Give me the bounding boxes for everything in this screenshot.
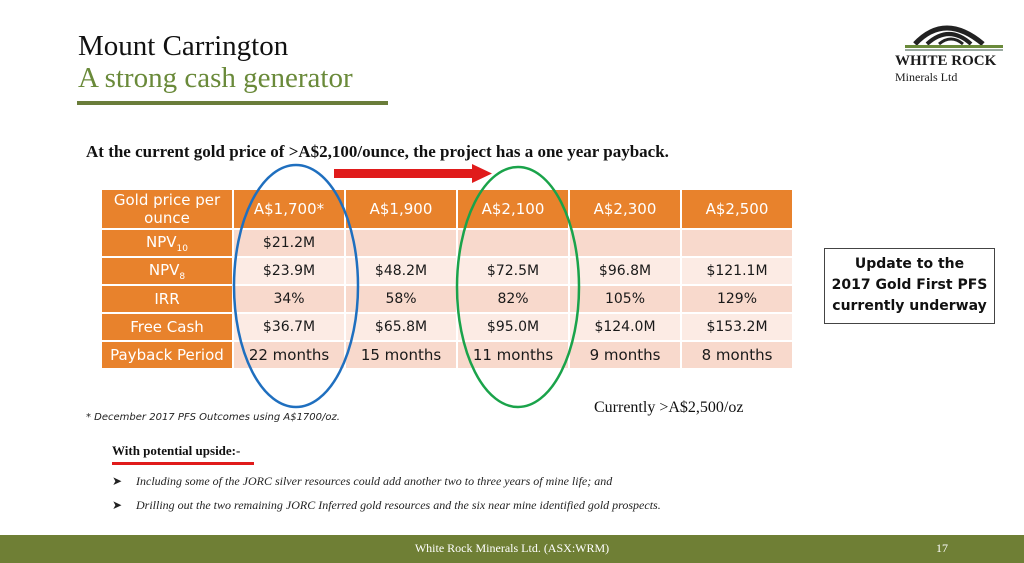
- table-row: Free Cash $36.7M $65.8M $95.0M $124.0M $…: [100, 312, 794, 342]
- update-line: 2017 Gold First PFS: [831, 277, 988, 293]
- table-cell: 22 months: [232, 340, 346, 370]
- table-cell: 9 months: [568, 340, 682, 370]
- table-cell: $153.2M: [680, 312, 794, 342]
- table-header-row: Gold price per ounce A$1,700* A$1,900 A$…: [100, 188, 794, 230]
- column-header: A$2,500: [680, 188, 794, 230]
- row-label: NPV8: [100, 256, 234, 286]
- column-header: A$1,700*: [232, 188, 346, 230]
- table-cell: $124.0M: [568, 312, 682, 342]
- upside-underline: [112, 462, 254, 465]
- update-line: currently underway: [832, 298, 987, 314]
- current-price-note: Currently >A$2,500/oz: [594, 399, 744, 416]
- logo-name: WHITE ROCK: [895, 53, 997, 69]
- table-cell: 129%: [680, 284, 794, 314]
- table-cell: [568, 228, 682, 258]
- table-cell: $65.8M: [344, 312, 458, 342]
- table-cell: 15 months: [344, 340, 458, 370]
- upside-heading: With potential upside:-: [112, 443, 241, 458]
- footer-bar: White Rock Minerals Ltd. (ASX:WRM) 17: [0, 535, 1024, 563]
- table-cell: $96.8M: [568, 256, 682, 286]
- table-cell: 34%: [232, 284, 346, 314]
- title-underline: [77, 101, 388, 105]
- update-line: Update to the: [854, 256, 965, 272]
- update-box: Update to the 2017 Gold First PFS curren…: [824, 248, 995, 324]
- row-label: Payback Period: [100, 340, 234, 370]
- table-cell: $121.1M: [680, 256, 794, 286]
- red-arrow-icon: [334, 164, 492, 183]
- table-row: IRR 34% 58% 82% 105% 129%: [100, 284, 794, 314]
- table-cell: 11 months: [456, 340, 570, 370]
- table-cell: $23.9M: [232, 256, 346, 286]
- table-cell: 58%: [344, 284, 458, 314]
- table-cell: $36.7M: [232, 312, 346, 342]
- column-header: A$2,100: [456, 188, 570, 230]
- table-cell: [456, 228, 570, 258]
- table-row: Payback Period 22 months 15 months 11 mo…: [100, 340, 794, 370]
- company-logo: WHITE ROCK Minerals Ltd: [893, 18, 1003, 88]
- table-cell: $48.2M: [344, 256, 458, 286]
- row-label: IRR: [100, 284, 234, 314]
- bullet-item: ➤ Drilling out the two remaining JORC Inf…: [112, 498, 661, 513]
- row-label: NPV10: [100, 228, 234, 258]
- footer-text: White Rock Minerals Ltd. (ASX:WRM): [414, 541, 610, 555]
- column-header: A$1,900: [344, 188, 458, 230]
- table-cell: $95.0M: [456, 312, 570, 342]
- arrow-bullet-icon: ➤: [112, 498, 123, 512]
- arrow-bullet-icon: ➤: [112, 474, 123, 488]
- table-cell: $72.5M: [456, 256, 570, 286]
- logo-sub: Minerals Ltd: [895, 70, 958, 84]
- page-number: 17: [936, 541, 948, 555]
- mountain-logo-icon: [905, 25, 1003, 51]
- table-cell: $21.2M: [232, 228, 346, 258]
- bullet-text: Drilling out the two remaining JORC Infe…: [136, 498, 661, 512]
- bullet-item: ➤ Including some of the JORC silver resou…: [112, 474, 612, 489]
- table-cell: 105%: [568, 284, 682, 314]
- table-row: NPV10 $21.2M: [100, 228, 794, 258]
- slide-title: Mount Carrington: [78, 30, 289, 62]
- column-header: A$2,300: [568, 188, 682, 230]
- row-label: Free Cash: [100, 312, 234, 342]
- table-cell: 82%: [456, 284, 570, 314]
- financial-table: Gold price per ounce A$1,700* A$1,900 A$…: [100, 188, 794, 370]
- table-corner-cell: Gold price per ounce: [100, 188, 234, 230]
- table-cell: [680, 228, 794, 258]
- table-row: NPV8 $23.9M $48.2M $72.5M $96.8M $121.1M: [100, 256, 794, 286]
- footnote: * December 2017 PFS Outcomes using A$170…: [86, 412, 340, 423]
- headline: At the current gold price of >A$2,100/ou…: [86, 142, 669, 161]
- bullet-text: Including some of the JORC silver resour…: [136, 474, 613, 488]
- table-cell: [344, 228, 458, 258]
- slide-subtitle: A strong cash generator: [78, 62, 353, 94]
- table-cell: 8 months: [680, 340, 794, 370]
